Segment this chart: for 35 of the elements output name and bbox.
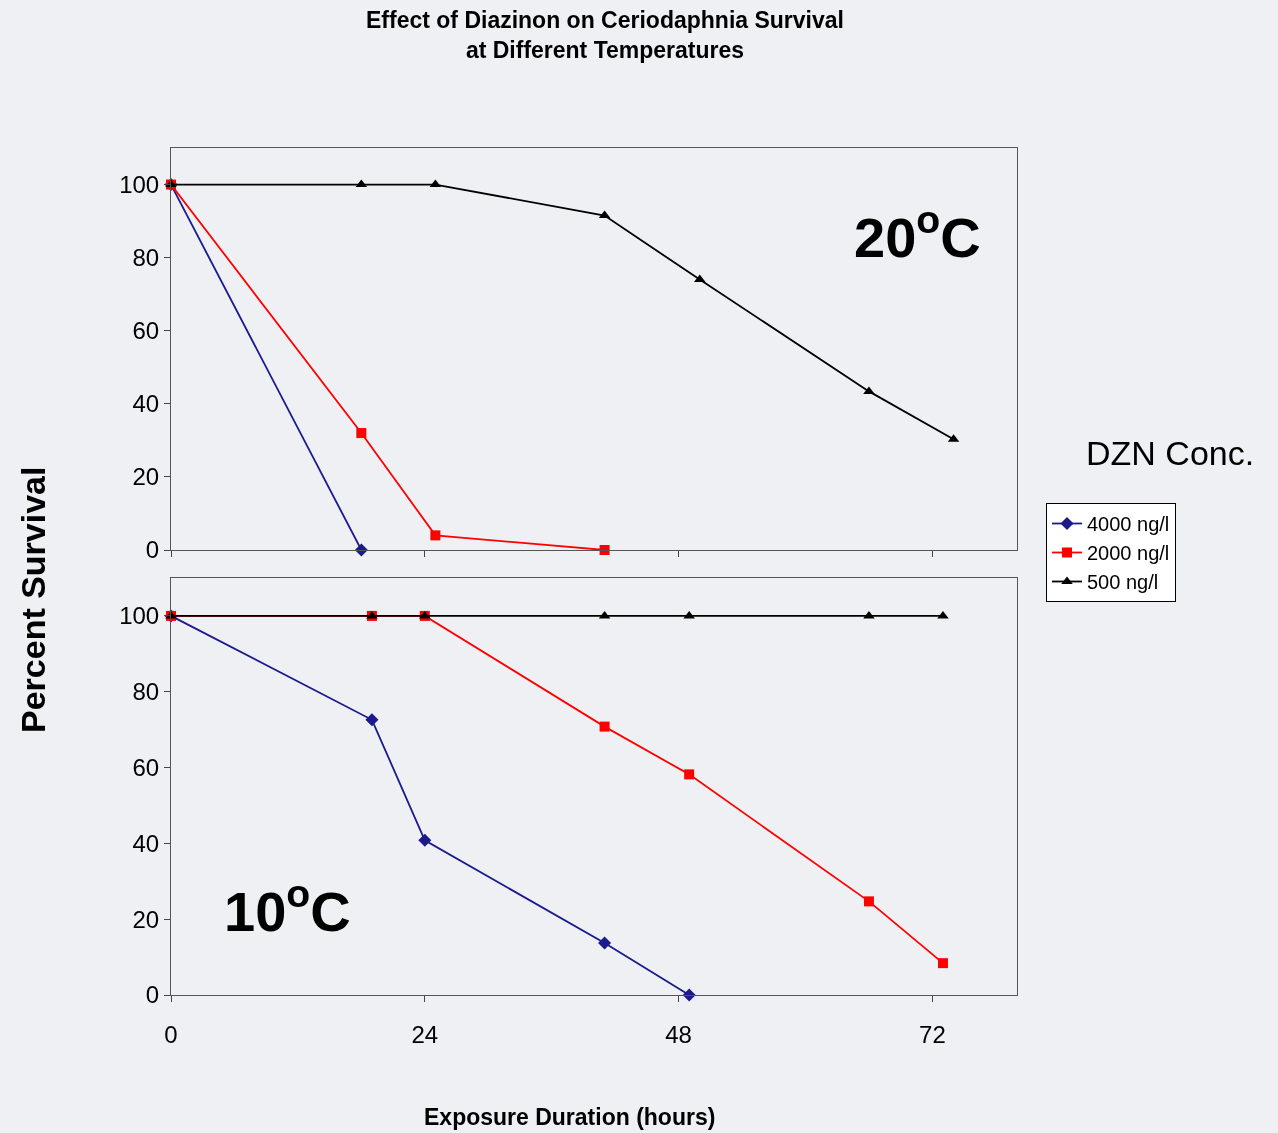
y-tick-label: 0 <box>145 536 160 564</box>
x-tick-label: 72 <box>919 1020 946 1048</box>
x-tick-label: 0 <box>164 1020 178 1048</box>
chart-title: Effect of Diazinon on Ceriodaphnia Survival at Different Temperatures <box>366 7 844 63</box>
legend-label: 500 ng/l <box>1087 571 1159 594</box>
y-tick-label: 100 <box>119 602 160 630</box>
legend-label: 2000 ng/l <box>1087 542 1170 565</box>
y-tick-label: 20 <box>132 463 160 491</box>
legend-label: 4000 ng/l <box>1087 513 1170 536</box>
annotation: 20$^{o}$C <box>854 198 981 269</box>
annotation: 10$^{o}$C <box>224 872 351 943</box>
x-tick-label: 48 <box>665 1020 692 1048</box>
y-tick-label: 40 <box>132 390 160 418</box>
point <box>599 545 610 555</box>
point <box>598 936 612 950</box>
y-tick-label: 60 <box>132 753 160 781</box>
y-tick-label: 0 <box>145 981 160 1009</box>
point <box>356 428 367 439</box>
y-axis-title: Percent Survival <box>14 466 53 733</box>
point <box>365 713 379 727</box>
y-tick-label: 80 <box>132 244 160 272</box>
y-tick-label: 40 <box>132 829 160 857</box>
point <box>599 721 610 732</box>
point <box>418 833 432 847</box>
y-tick-label: 20 <box>132 905 160 933</box>
y-tick-label: 80 <box>132 678 160 706</box>
point <box>684 769 695 780</box>
x-tick-label: 24 <box>411 1020 439 1048</box>
y-tick-label: 60 <box>132 317 160 345</box>
legend-title: DZN Conc. <box>1086 434 1255 472</box>
y-tick-label: 100 <box>119 170 160 198</box>
x-axis-title: Exposure Duration (hours) <box>424 1104 716 1130</box>
point <box>863 896 874 907</box>
point <box>430 530 441 541</box>
point <box>937 958 948 969</box>
